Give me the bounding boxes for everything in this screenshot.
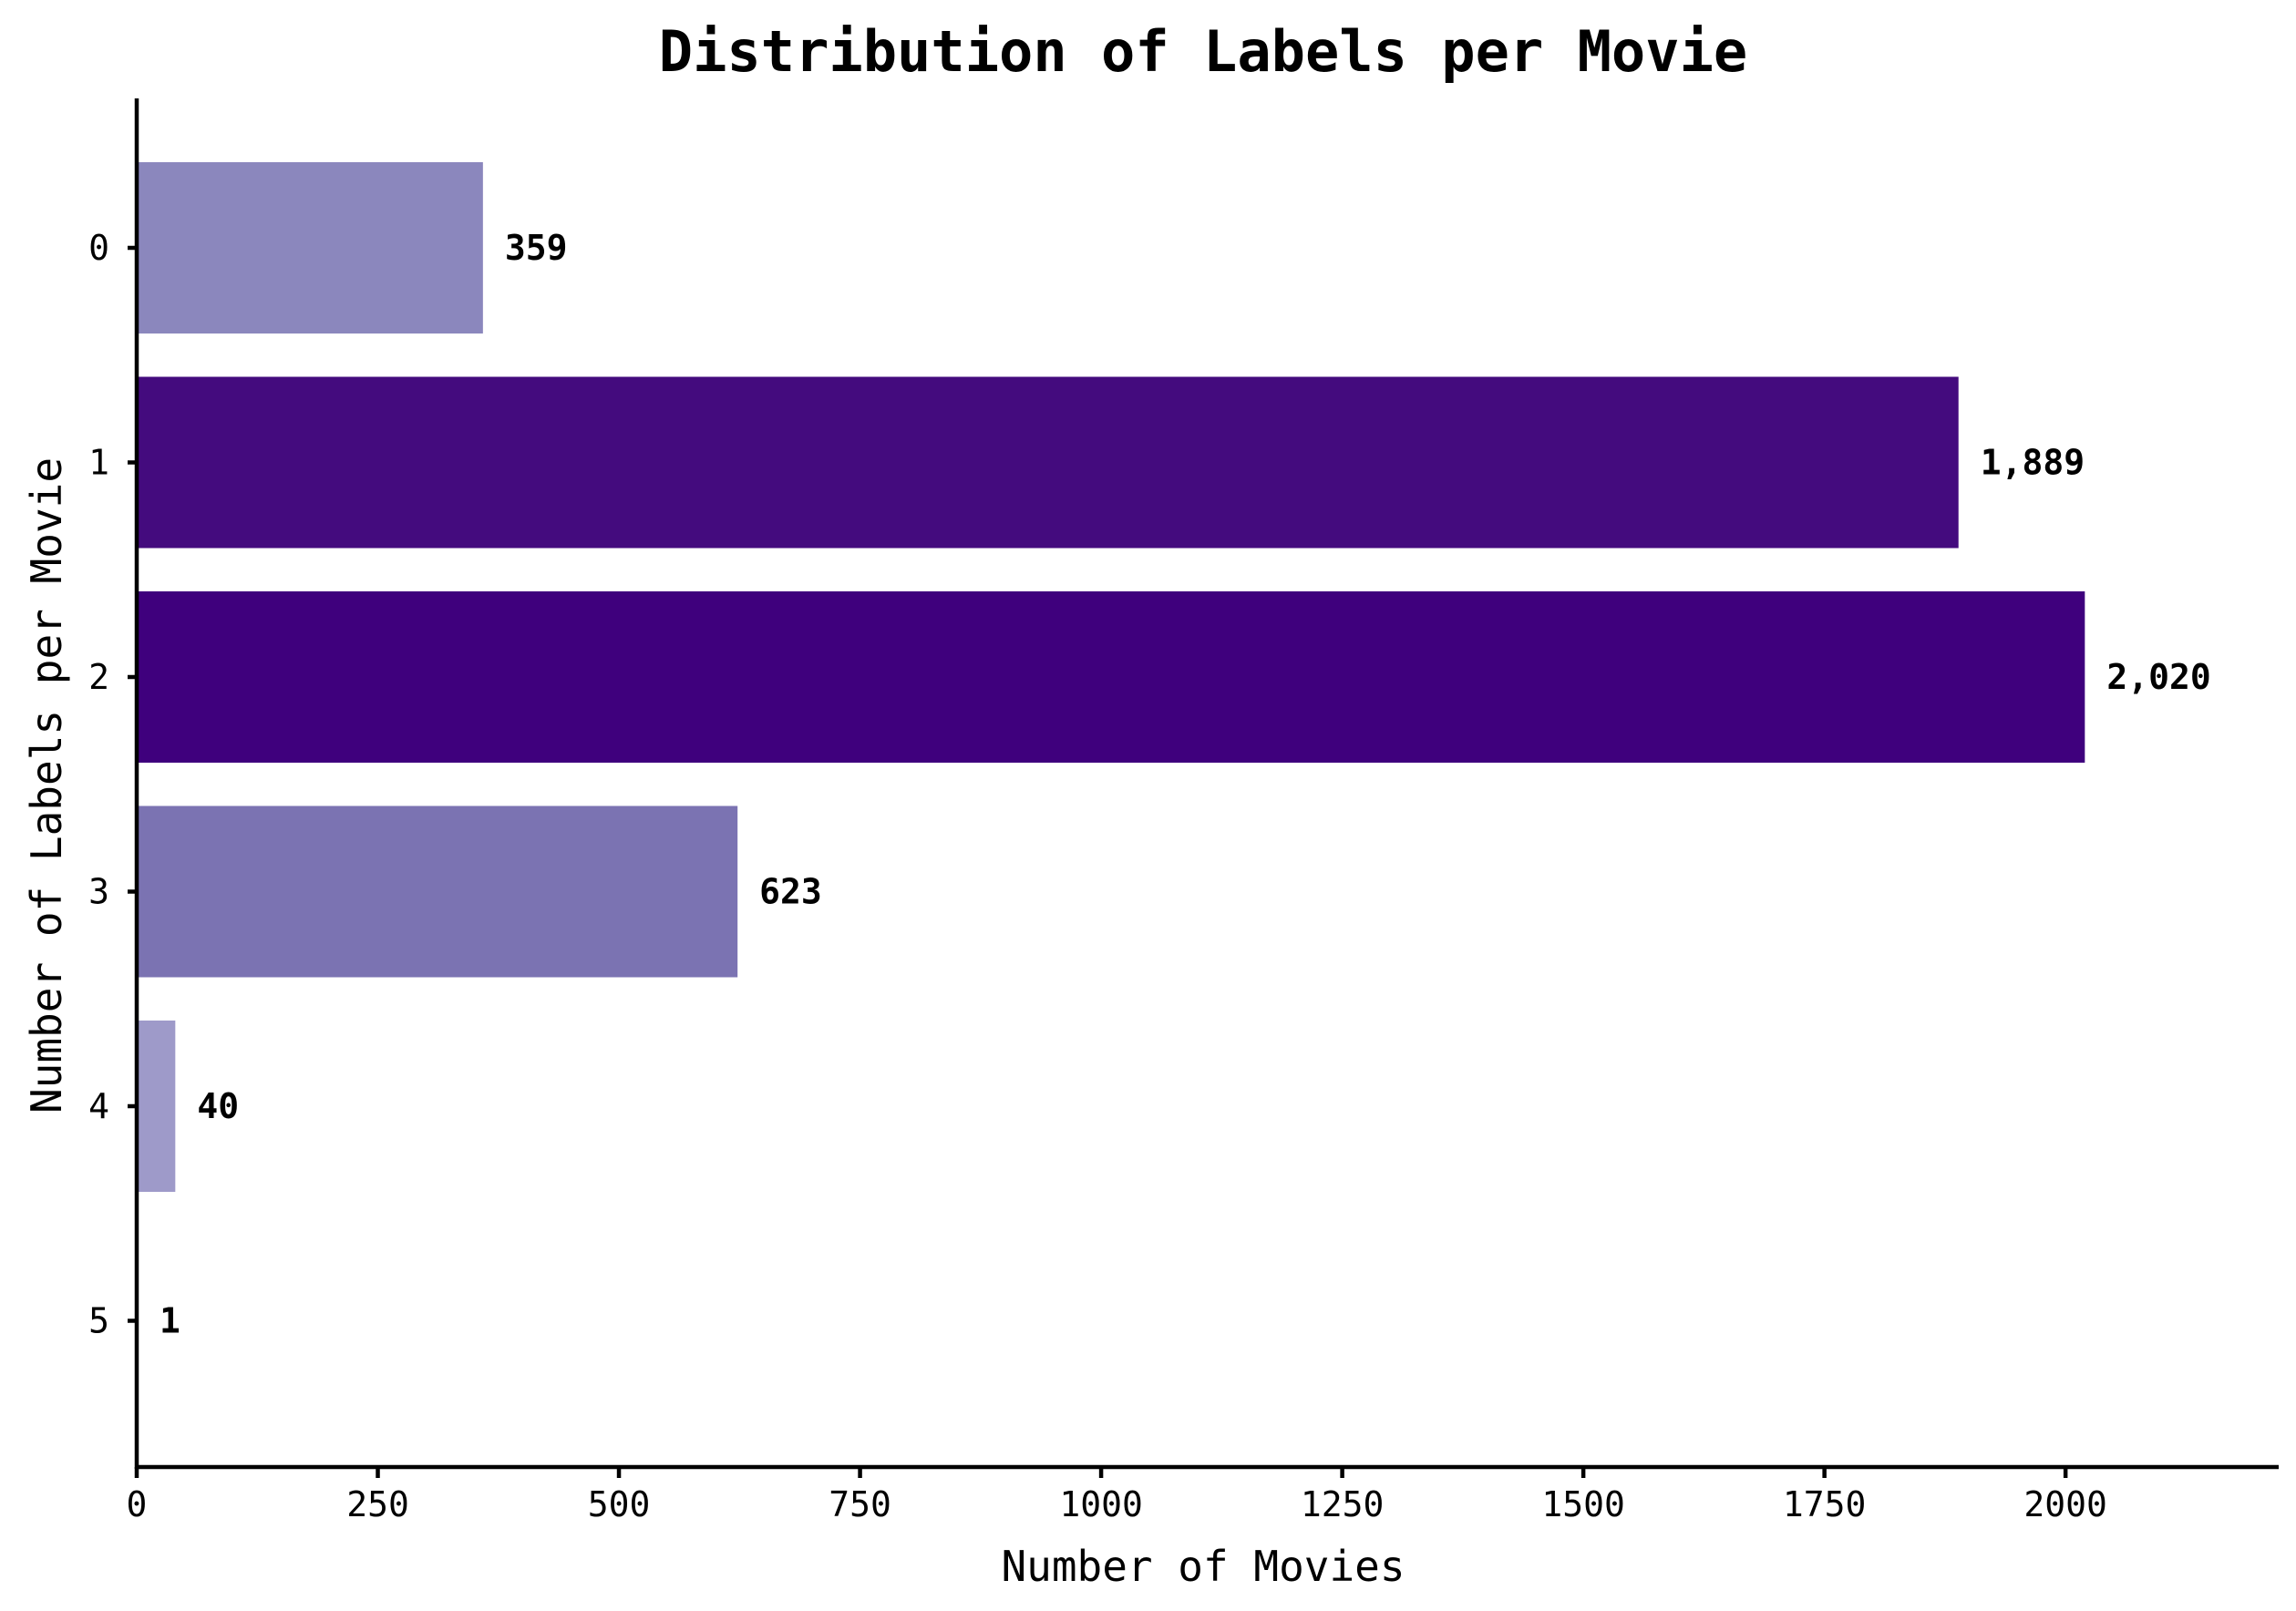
bar-4: [137, 1021, 176, 1192]
x-tick-label-500: 500: [588, 1484, 651, 1524]
value-labels-group: 359 1,889 2,020 623 40 1: [160, 228, 2211, 1341]
y-tick-label-1: 1: [88, 443, 109, 483]
y-axis: 0 1 2 3 4 5: [88, 98, 139, 1469]
bars-group: [137, 162, 2085, 1407]
x-tick-label-1250: 1250: [1301, 1484, 1385, 1524]
chart-title: Distribution of Labels per Movie: [659, 18, 1747, 85]
x-tick-label-1750: 1750: [1783, 1484, 1867, 1524]
value-label-3: 623: [759, 872, 822, 912]
x-axis-label: Number of Movies: [1001, 1542, 1405, 1591]
y-tick-label-0: 0: [88, 228, 109, 268]
value-label-0: 359: [505, 228, 568, 268]
x-tick-label-750: 750: [829, 1484, 891, 1524]
y-tick-label-2: 2: [88, 657, 109, 697]
x-tick-label-1500: 1500: [1541, 1484, 1625, 1524]
bar-0: [137, 162, 483, 333]
bar-1: [137, 376, 1959, 549]
y-tick-label-4: 4: [88, 1086, 109, 1126]
x-tick-label-0: 0: [127, 1484, 148, 1524]
value-label-1: 1,889: [1981, 443, 2085, 483]
bar-2: [137, 591, 2085, 763]
x-tick-label-250: 250: [346, 1484, 409, 1524]
y-axis-label: Number of Labels per Movie: [22, 457, 71, 1113]
value-label-2: 2,020: [2106, 657, 2210, 697]
x-tick-label-2000: 2000: [2023, 1484, 2107, 1524]
y-tick-label-3: 3: [88, 872, 109, 912]
x-axis: 0 250 500 750 1000 1250 1500 1750 2000: [127, 1464, 2279, 1524]
y-tick-label-5: 5: [88, 1301, 109, 1341]
value-label-4: 40: [197, 1086, 239, 1126]
bar-3: [137, 806, 738, 978]
value-label-5: 1: [160, 1301, 180, 1341]
x-tick-label-1000: 1000: [1059, 1484, 1143, 1524]
